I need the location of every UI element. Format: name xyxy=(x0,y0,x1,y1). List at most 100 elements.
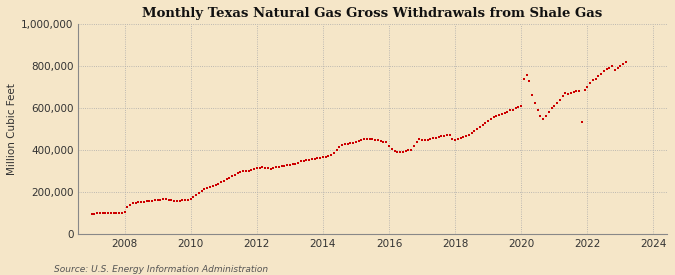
Point xyxy=(546,106,557,111)
Point xyxy=(516,104,526,108)
Point xyxy=(103,211,113,215)
Point xyxy=(524,78,535,83)
Point xyxy=(535,114,546,119)
Point xyxy=(469,129,480,133)
Point xyxy=(610,68,620,72)
Point xyxy=(551,100,562,105)
Point xyxy=(177,198,188,202)
Point xyxy=(585,81,595,85)
Point xyxy=(279,163,290,168)
Point xyxy=(182,197,193,202)
Point xyxy=(447,137,458,141)
Point xyxy=(210,183,221,187)
Point xyxy=(483,118,493,123)
Point xyxy=(364,137,375,141)
Point xyxy=(191,193,202,197)
Y-axis label: Million Cubic Feet: Million Cubic Feet xyxy=(7,83,17,175)
Point xyxy=(153,198,163,202)
Point xyxy=(502,109,513,114)
Point xyxy=(326,152,337,157)
Point xyxy=(166,198,177,202)
Point xyxy=(334,145,345,149)
Point xyxy=(508,108,518,112)
Point xyxy=(485,117,496,121)
Point xyxy=(337,142,348,147)
Point xyxy=(574,89,585,93)
Point xyxy=(221,177,232,182)
Point xyxy=(428,136,439,141)
Point xyxy=(475,125,485,129)
Point xyxy=(497,112,508,116)
Point xyxy=(615,64,626,68)
Point xyxy=(254,166,265,170)
Point xyxy=(290,161,301,166)
Point xyxy=(595,72,606,76)
Point xyxy=(199,186,210,191)
Point xyxy=(543,110,554,114)
Point xyxy=(117,211,128,216)
Point xyxy=(248,167,259,171)
Title: Monthly Texas Natural Gas Gross Withdrawals from Shale Gas: Monthly Texas Natural Gas Gross Withdraw… xyxy=(142,7,603,20)
Point xyxy=(130,201,141,205)
Point xyxy=(138,200,149,204)
Point xyxy=(350,139,361,144)
Point xyxy=(466,131,477,135)
Point xyxy=(464,133,475,138)
Point xyxy=(510,106,521,111)
Point xyxy=(257,165,268,169)
Point xyxy=(146,199,157,203)
Point xyxy=(458,135,468,139)
Point xyxy=(419,138,430,143)
Point xyxy=(582,85,593,89)
Point xyxy=(315,156,325,160)
Point xyxy=(271,165,281,169)
Point xyxy=(89,211,100,216)
Point xyxy=(232,171,243,175)
Point xyxy=(356,138,367,143)
Point xyxy=(494,112,505,117)
Point xyxy=(141,199,152,204)
Point xyxy=(436,134,447,139)
Point xyxy=(86,212,97,216)
Point xyxy=(219,179,230,183)
Point xyxy=(136,200,146,204)
Point xyxy=(601,67,612,71)
Point xyxy=(284,163,295,167)
Point xyxy=(521,73,532,78)
Point xyxy=(538,117,549,121)
Point xyxy=(238,169,248,174)
Point xyxy=(186,196,196,201)
Point xyxy=(452,137,463,142)
Point xyxy=(287,162,298,166)
Point xyxy=(398,149,408,154)
Point xyxy=(566,91,576,95)
Point xyxy=(298,159,309,163)
Point xyxy=(557,94,568,98)
Point xyxy=(296,159,306,164)
Point xyxy=(505,108,516,113)
Point xyxy=(155,197,166,202)
Point xyxy=(450,138,460,142)
Point xyxy=(158,197,169,202)
Point xyxy=(174,199,185,203)
Point xyxy=(128,201,138,206)
Point xyxy=(563,92,574,97)
Point xyxy=(108,211,119,215)
Point xyxy=(599,69,610,73)
Point xyxy=(383,144,394,148)
Point xyxy=(122,204,133,209)
Point xyxy=(381,140,392,144)
Point xyxy=(373,138,383,143)
Point xyxy=(375,139,386,143)
Point xyxy=(342,141,353,146)
Point xyxy=(416,138,427,142)
Point xyxy=(422,138,433,142)
Text: Source: U.S. Energy Information Administration: Source: U.S. Energy Information Administ… xyxy=(54,265,268,274)
Point xyxy=(144,199,155,203)
Point xyxy=(513,105,524,110)
Point xyxy=(188,195,199,199)
Point xyxy=(100,211,111,216)
Point xyxy=(576,119,587,124)
Point xyxy=(251,166,262,170)
Point xyxy=(587,77,598,82)
